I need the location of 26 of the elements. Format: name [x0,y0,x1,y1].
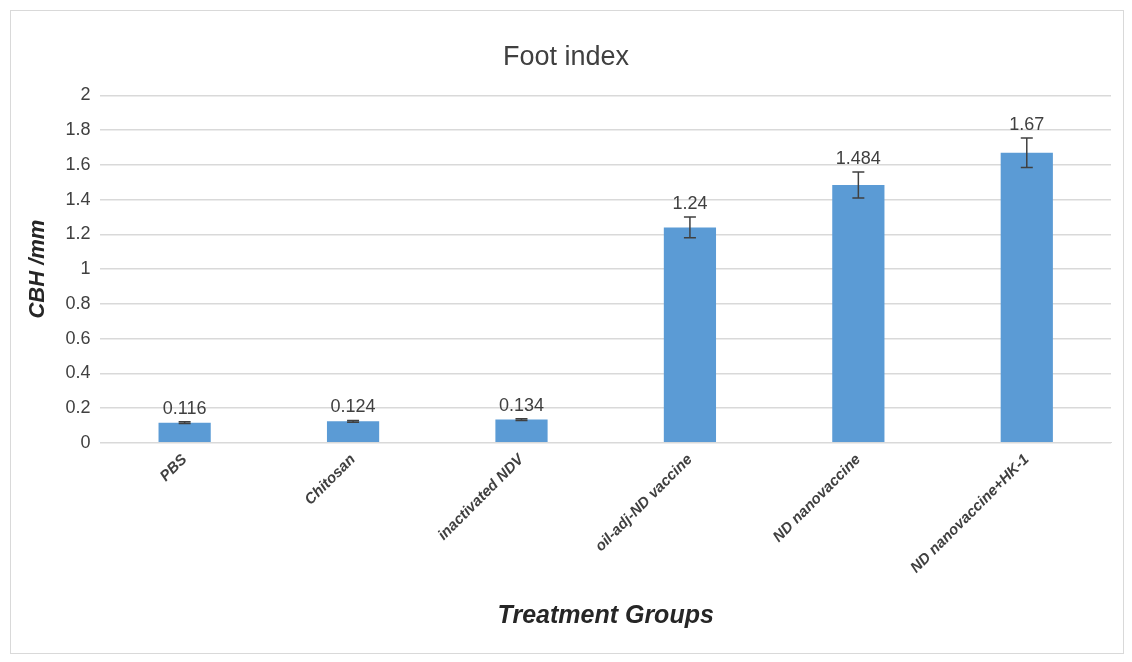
y-tick-label: 0.2 [65,397,91,418]
y-tick-label: 1.6 [65,153,91,174]
data-label: 1.484 [835,147,881,168]
bar [158,422,211,443]
y-tick-label: 0.6 [65,327,91,348]
bar [663,227,717,443]
x-axis-title: Treatment Groups [497,599,714,628]
y-tick-label: 0.8 [65,292,91,313]
data-label: 0.124 [330,396,376,417]
data-label: 1.67 [1009,113,1045,134]
chart-title: Foot index [502,40,630,71]
bar [832,185,885,443]
data-label: 0.134 [498,394,545,415]
y-tick-label: 1 [80,258,91,279]
y-tick-label: 0.4 [65,362,91,383]
data-label: 0.116 [162,397,207,418]
y-tick-label: 1.4 [65,188,91,209]
y-tick-label: 1.2 [65,223,91,244]
y-tick-label: 2 [80,84,91,105]
bar [495,419,548,443]
y-tick-label: 1.8 [65,119,91,140]
data-label: 1.24 [672,192,708,213]
y-axis-title: CBH /mm [24,219,50,319]
bar [1000,152,1053,443]
y-tick-label: 0 [80,431,91,452]
bar [326,421,380,443]
